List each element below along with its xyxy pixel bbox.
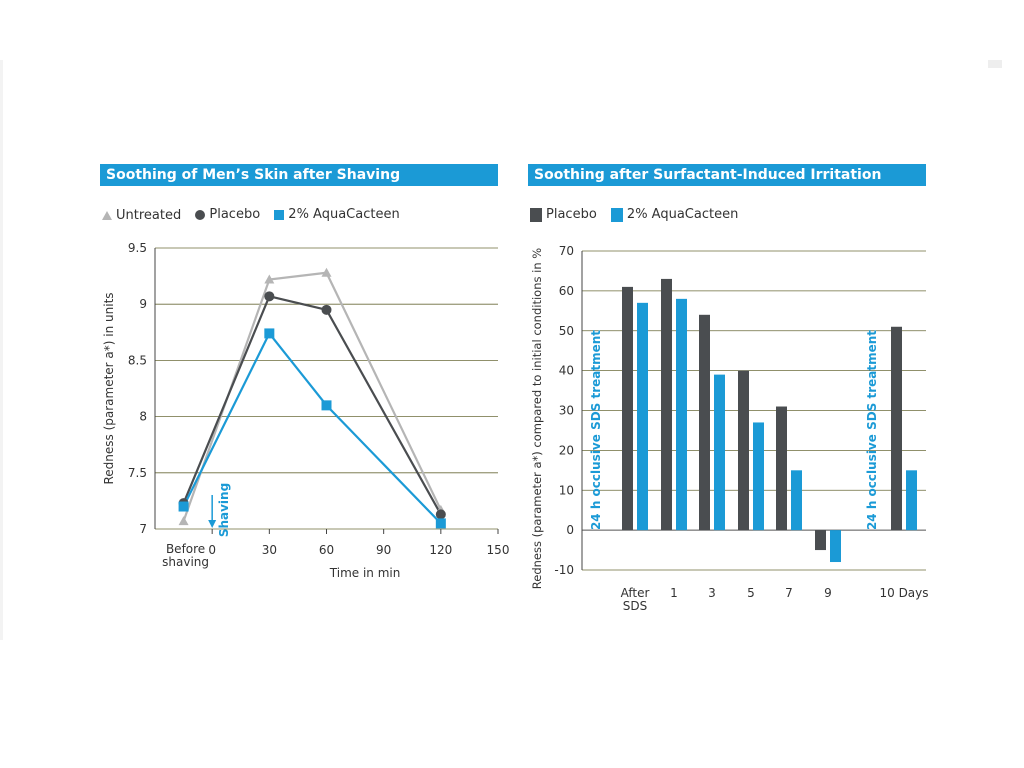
x-category-label: After xyxy=(621,586,650,600)
shaving-annotation: Shaving xyxy=(217,483,231,537)
shaving-arrow-head xyxy=(208,520,217,528)
data-point-placebo xyxy=(264,291,275,302)
x-axis-label: Time in min xyxy=(329,566,401,580)
y-tick-label: 50 xyxy=(559,324,574,338)
x-category-label: 7 xyxy=(785,586,793,600)
y-tick-label: 9 xyxy=(139,297,147,311)
x-category-label: 1 xyxy=(670,586,678,600)
sds-treatment-annotation: 24 h occlusive SDS treatment xyxy=(589,330,603,530)
series-line-square xyxy=(182,331,442,525)
bar-placebo xyxy=(622,286,633,531)
x-tick-label-before-shaving: shaving xyxy=(162,555,209,569)
y-tick-label: 0 xyxy=(566,523,574,537)
page-edge-left xyxy=(0,60,3,640)
data-point-untreated xyxy=(178,516,189,526)
bar-placebo xyxy=(776,406,787,531)
y-axis-label: Redness (parameter a*) in units xyxy=(102,292,116,484)
legend-item-aquacacteen: 2% AquaCacteen xyxy=(274,207,400,222)
legend-label-aquacacteen: 2% AquaCacteen xyxy=(288,207,400,222)
legend-label-placebo-bar: Placebo xyxy=(546,207,597,222)
y-tick-label: 7.5 xyxy=(128,466,147,480)
bar-aquacacteen xyxy=(906,470,917,531)
data-point-placebo xyxy=(321,304,332,315)
left-chart-legend: Untreated Placebo 2% AquaCacteen xyxy=(102,207,410,224)
y-axis-label: Redness (parameter a*) compared to initi… xyxy=(530,248,544,589)
y-tick-label: 10 xyxy=(559,483,574,497)
x-tick-label: 60 xyxy=(319,543,334,557)
bar-placebo xyxy=(891,326,902,531)
y-tick-label: 60 xyxy=(559,284,574,298)
triangle-marker-icon xyxy=(102,210,112,220)
bar-aquacacteen xyxy=(714,374,725,531)
legend-item-untreated: Untreated xyxy=(102,208,181,223)
x-tick-label: 30 xyxy=(262,543,277,557)
square-marker-icon xyxy=(274,209,285,220)
y-tick-label: 8.5 xyxy=(128,353,147,367)
x-tick-label: 120 xyxy=(429,543,452,557)
x-tick-label: 90 xyxy=(376,543,391,557)
x-tick-label-before-shaving: Before xyxy=(166,542,205,556)
data-point-aquacacteen xyxy=(321,400,332,411)
y-tick-label: -10 xyxy=(554,563,574,577)
x-tick-label: 150 xyxy=(487,543,510,557)
bar-placebo xyxy=(661,278,672,531)
bar-aquacacteen xyxy=(791,470,802,531)
x-category-label: 10 Days xyxy=(879,586,928,600)
y-tick-label: 9.5 xyxy=(128,241,147,255)
bar-swatch-icon xyxy=(530,207,542,222)
bar-placebo xyxy=(699,314,710,531)
bar-aquacacteen xyxy=(637,302,648,531)
right-chart-legend: Placebo 2% AquaCacteen xyxy=(530,207,748,226)
data-point-placebo xyxy=(435,509,446,520)
bar-placebo xyxy=(738,370,749,531)
y-tick-label: 20 xyxy=(559,443,574,457)
bar-swatch-icon xyxy=(610,207,623,222)
y-tick-label: 8 xyxy=(139,410,147,424)
right-chart-title: Soothing after Surfactant-Induced Irrita… xyxy=(528,164,926,186)
x-category-label: 3 xyxy=(708,586,716,600)
y-tick-label: 30 xyxy=(559,404,574,418)
legend-label-untreated: Untreated xyxy=(116,207,182,223)
legend-item-aquacacteen-bar: 2% AquaCacteen xyxy=(610,207,739,222)
x-category-label: SDS xyxy=(623,599,647,613)
legend-item-placebo-bar: Placebo xyxy=(530,207,597,222)
legend-label-aquacacteen-bar: 2% AquaCacteen xyxy=(626,207,739,222)
series-line-circle xyxy=(182,295,442,515)
left-chart-title: Soothing of Men’s Skin after Shaving xyxy=(100,164,498,186)
data-point-untreated xyxy=(321,267,332,277)
y-tick-label: 70 xyxy=(559,244,574,258)
legend-label-placebo: Placebo xyxy=(209,207,261,222)
bar-placebo xyxy=(815,530,826,551)
data-point-aquacacteen xyxy=(264,328,275,339)
y-tick-label: 7 xyxy=(139,522,147,536)
data-point-aquacacteen xyxy=(435,518,446,529)
data-point-aquacacteen xyxy=(178,501,189,512)
x-category-label: 9 xyxy=(824,586,832,600)
y-tick-label: 40 xyxy=(559,364,574,378)
data-point-untreated xyxy=(264,274,275,284)
x-category-label: 5 xyxy=(747,586,755,600)
circle-marker-icon xyxy=(195,209,206,220)
sds-treatment-annotation: 24 h occlusive SDS treatment xyxy=(865,330,879,530)
bar-aquacacteen xyxy=(830,530,841,563)
bar-aquacacteen xyxy=(753,422,764,531)
bar-aquacacteen xyxy=(676,298,687,531)
x-tick-label: 0 xyxy=(208,543,216,557)
legend-item-placebo: Placebo xyxy=(195,207,260,222)
page-edge-right xyxy=(988,60,1002,68)
